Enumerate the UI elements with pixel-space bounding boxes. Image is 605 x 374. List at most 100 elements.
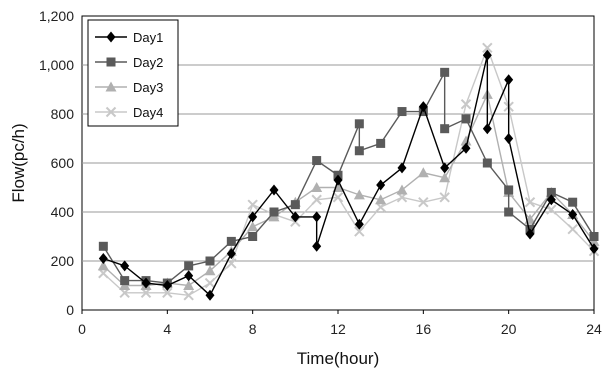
legend-marker-day1 bbox=[106, 31, 116, 43]
data-point-day4 bbox=[162, 287, 173, 299]
data-point-day1 bbox=[418, 101, 428, 113]
data-point-day2 bbox=[397, 107, 407, 117]
marker-stroke bbox=[546, 204, 557, 215]
data-point-day1 bbox=[461, 142, 471, 154]
data-point-day2 bbox=[589, 232, 599, 241]
data-point-day3 bbox=[417, 167, 429, 178]
legend-label: Day4 bbox=[133, 105, 163, 120]
x-tick-label: 4 bbox=[163, 321, 171, 337]
legend-label: Day3 bbox=[133, 80, 163, 95]
marker-stroke bbox=[311, 194, 322, 205]
series-line-day4 bbox=[102, 45, 595, 297]
data-point-day4 bbox=[546, 204, 557, 215]
y-tick-label: 600 bbox=[51, 155, 75, 171]
data-point-day2 bbox=[98, 241, 108, 251]
y-tick-label: 400 bbox=[51, 204, 75, 220]
data-point-day3 bbox=[353, 189, 365, 200]
marker-stroke bbox=[226, 258, 237, 269]
data-point-day1 bbox=[205, 289, 215, 301]
data-point-day1 bbox=[504, 133, 514, 144]
data-point-day4 bbox=[311, 194, 322, 205]
marker-stroke bbox=[204, 277, 216, 289]
x-axis-label: Time(hour) bbox=[297, 349, 380, 368]
y-axis-ticks: 0 200 400 600 800 1,000 1,200 bbox=[39, 8, 74, 318]
data-point-day2 bbox=[376, 138, 386, 148]
data-point-day3 bbox=[439, 172, 451, 183]
legend-item-day2: Day2 bbox=[95, 55, 163, 70]
data-point-day1 bbox=[589, 243, 599, 255]
series-day1 bbox=[98, 49, 599, 301]
data-point-day1 bbox=[525, 228, 535, 240]
data-point-day4 bbox=[183, 290, 194, 301]
y-tick-label: 1,200 bbox=[39, 8, 74, 24]
marker-stroke bbox=[354, 226, 365, 237]
marker-stroke bbox=[183, 290, 194, 301]
data-point-day4 bbox=[567, 223, 578, 235]
data-point-day1 bbox=[141, 277, 151, 289]
legend-item-day3: Day3 bbox=[95, 80, 163, 95]
data-point-day1 bbox=[120, 260, 130, 272]
data-point-day2 bbox=[461, 114, 471, 124]
x-tick-label: 12 bbox=[330, 321, 346, 337]
data-point-day2 bbox=[440, 124, 450, 134]
data-point-day2 bbox=[482, 158, 492, 168]
data-point-day2 bbox=[205, 256, 215, 266]
marker-stroke bbox=[460, 98, 472, 110]
data-point-day2 bbox=[226, 236, 236, 246]
data-point-day4 bbox=[247, 199, 258, 210]
marker-stroke bbox=[247, 199, 258, 210]
data-point-day4 bbox=[524, 196, 536, 208]
data-point-day1 bbox=[440, 162, 450, 174]
legend-marker-day2 bbox=[106, 57, 116, 67]
x-tick-label: 20 bbox=[501, 321, 517, 337]
y-tick-label: 1,000 bbox=[39, 57, 74, 73]
data-point-day1 bbox=[333, 174, 343, 186]
legend: Day1 Day2 Day3 Day4 bbox=[87, 19, 179, 127]
legend-label: Day1 bbox=[133, 30, 163, 45]
data-point-day3 bbox=[396, 184, 408, 195]
series-day3 bbox=[97, 88, 600, 290]
data-point-day3 bbox=[311, 182, 323, 192]
data-point-day1 bbox=[248, 211, 258, 223]
marker-stroke bbox=[162, 287, 173, 299]
marker-stroke bbox=[482, 42, 493, 54]
y-tick-label: 800 bbox=[51, 106, 75, 122]
marker-stroke bbox=[105, 106, 117, 118]
data-point-day1 bbox=[568, 208, 578, 220]
x-tick-label: 0 bbox=[78, 321, 86, 337]
data-point-day2 bbox=[290, 200, 300, 210]
data-point-day2 bbox=[440, 67, 450, 77]
data-point-day4 bbox=[332, 192, 344, 203]
y-tick-label: 0 bbox=[66, 302, 74, 318]
data-point-day4 bbox=[354, 226, 365, 237]
data-point-day2 bbox=[184, 261, 194, 271]
series-layer bbox=[97, 42, 600, 301]
data-point-day1 bbox=[184, 270, 194, 282]
data-point-day2 bbox=[504, 207, 514, 217]
data-point-day3 bbox=[375, 194, 387, 205]
legend-marker-day4 bbox=[105, 106, 117, 118]
data-point-day1 bbox=[269, 184, 279, 196]
x-axis-ticks: 0 4 8 12 16 20 24 bbox=[78, 310, 602, 337]
data-point-day1 bbox=[354, 218, 364, 230]
data-point-day4 bbox=[482, 42, 493, 54]
data-point-day1 bbox=[482, 49, 492, 61]
data-point-day3 bbox=[247, 221, 259, 232]
data-point-day3 bbox=[183, 280, 195, 290]
data-point-day4 bbox=[460, 98, 472, 110]
data-point-day1 bbox=[312, 240, 322, 252]
data-point-day2 bbox=[248, 232, 258, 241]
data-point-day3 bbox=[97, 260, 109, 271]
data-point-day1 bbox=[290, 211, 300, 223]
marker-stroke bbox=[418, 196, 429, 208]
data-point-day1 bbox=[226, 248, 236, 260]
data-point-day4 bbox=[418, 196, 429, 208]
marker-stroke bbox=[567, 223, 578, 235]
data-point-day3 bbox=[460, 135, 472, 146]
data-point-day2 bbox=[312, 156, 322, 166]
legend-label: Day2 bbox=[133, 55, 163, 70]
x-tick-label: 24 bbox=[586, 321, 602, 337]
data-point-day2 bbox=[504, 185, 514, 195]
data-point-day4 bbox=[204, 277, 216, 289]
